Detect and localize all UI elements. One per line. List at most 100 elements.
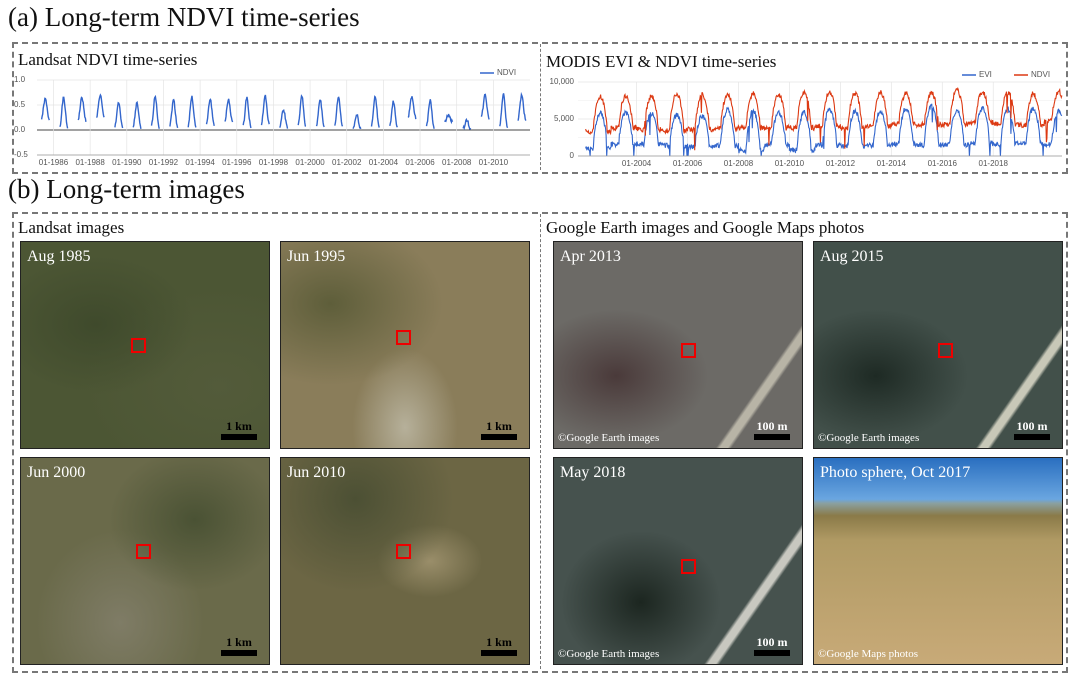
legend-label: EVI: [979, 70, 992, 79]
ndvi-segment: [187, 95, 197, 128]
legend-label: NDVI: [1031, 70, 1051, 79]
landsat-image-2010: Jun 2010 1 km: [280, 457, 530, 665]
site-marker: [131, 338, 146, 353]
google-earth-image-2018: May 2018 100 m ©Google Earth images: [553, 457, 803, 665]
scale-label: 1 km: [486, 419, 512, 433]
site-marker: [136, 544, 151, 559]
ndvi-segment: [77, 96, 87, 122]
google-earth-image-2015: Aug 2015 100 m ©Google Earth images: [813, 241, 1063, 449]
landsat-image-2000: Jun 2000 1 km: [20, 457, 270, 665]
x-tick-label: 01-1990: [112, 158, 142, 167]
x-tick-label: 01-2002: [332, 158, 362, 167]
y-tick-label: 0: [569, 151, 574, 160]
ndvi-segment: [279, 109, 289, 129]
x-tick-label: 01-2006: [672, 159, 703, 168]
scale-label: 1 km: [226, 419, 252, 433]
ndvi-series-line: [585, 86, 1063, 151]
image-credit: ©Google Maps photos: [818, 648, 919, 660]
x-tick-label: 01-2004: [621, 159, 652, 168]
image-credit: ©Google Earth images: [558, 432, 660, 444]
photo-sphere-image: Photo sphere, Oct 2017 ©Google Maps phot…: [813, 457, 1063, 665]
ndvi-segment: [407, 96, 417, 120]
scale-label: 1 km: [486, 635, 512, 649]
ndvi-segment: [132, 100, 142, 130]
x-tick-label: 01-1986: [38, 158, 69, 167]
ndvi-segment: [40, 97, 50, 121]
ndvi-segment: [425, 99, 435, 129]
scale-bar: 1 km: [221, 419, 257, 440]
site-marker: [681, 559, 696, 574]
site-marker: [938, 343, 953, 358]
x-tick-label: 01-2018: [978, 159, 1008, 168]
ndvi-segment: [95, 93, 105, 118]
ndvi-segment: [480, 93, 490, 120]
y-tick-label: 5,000: [553, 114, 574, 123]
ndvi-segment: [114, 101, 124, 129]
site-marker: [396, 544, 411, 559]
image-date: Aug 1985: [27, 248, 91, 265]
timeseries-frame: [12, 42, 1068, 174]
y-tick-label: 0.5: [14, 100, 26, 109]
scale-label: 100 m: [1016, 419, 1048, 433]
x-tick-label: 01-2008: [442, 158, 472, 167]
x-tick-label: 01-1998: [258, 158, 289, 167]
ndvi-segment: [334, 96, 344, 127]
landsat-images-title: Landsat images: [18, 218, 125, 237]
image-date: Apr 2013: [560, 248, 621, 265]
x-tick-label: 01-2016: [927, 159, 957, 168]
scale-bar: 100 m: [1014, 419, 1050, 440]
x-tick-label: 01-1992: [148, 158, 179, 167]
ndvi-segment: [462, 117, 472, 131]
image-credit: ©Google Earth images: [818, 432, 920, 444]
ndvi-segment: [499, 93, 509, 129]
section-b-title: (b) Long-term images: [8, 174, 245, 204]
section-a-title: (a) Long-term NDVI time-series: [8, 2, 360, 32]
image-date: May 2018: [560, 464, 626, 481]
image-date: Photo sphere, Oct 2017: [820, 464, 971, 481]
ndvi-segment: [169, 98, 179, 129]
scale-bar: 1 km: [221, 635, 257, 656]
ndvi-segment: [517, 91, 527, 121]
y-tick-label: -0.5: [14, 150, 28, 159]
x-tick-label: 01-1996: [222, 158, 252, 167]
image-date: Jun 1995: [287, 248, 346, 265]
x-tick-label: 01-1994: [185, 158, 215, 167]
ndvi-segment: [389, 100, 399, 128]
y-tick-label: 0.0: [14, 125, 26, 134]
site-marker: [681, 343, 696, 358]
scale-label: 100 m: [756, 419, 788, 433]
landsat-image-1985: Aug 1985 1 km: [20, 241, 270, 449]
x-tick-label: 01-2012: [825, 159, 856, 168]
image-date: Aug 2015: [820, 248, 884, 265]
evi-series-line: [585, 103, 1063, 157]
x-tick-label: 01-2010: [774, 159, 805, 168]
y-tick-label: 10,000: [549, 77, 574, 86]
divider: [540, 214, 541, 669]
ndvi-segment: [444, 113, 454, 125]
divider: [540, 44, 541, 170]
ndvi-segment: [260, 94, 270, 126]
ndvi-segment: [205, 98, 215, 127]
ndvi-segment: [150, 94, 160, 129]
image-credit: ©Google Earth images: [558, 648, 660, 660]
scale-bar: 100 m: [754, 419, 790, 440]
google-images-title: Google Earth images and Google Maps phot…: [546, 218, 865, 237]
x-tick-label: 01-2014: [876, 159, 906, 168]
y-tick-label: 1.0: [14, 75, 26, 84]
landsat-chart-title: Landsat NDVI time-series: [18, 50, 198, 69]
legend-label: NDVI: [497, 68, 517, 77]
scale-bar: 1 km: [481, 419, 517, 440]
site-marker: [396, 330, 411, 345]
google-earth-image-2013: Apr 2013 100 m ©Google Earth images: [553, 241, 803, 449]
ndvi-segment: [315, 99, 325, 128]
scale-label: 1 km: [226, 635, 252, 649]
modis-chart-title: MODIS EVI & NDVI time-series: [546, 52, 777, 71]
scale-bar: 1 km: [481, 635, 517, 656]
image-date: Jun 2010: [287, 464, 346, 481]
x-tick-label: 01-2006: [405, 158, 435, 167]
x-tick-label: 01-2000: [295, 158, 325, 167]
x-tick-label: 01-2004: [368, 158, 399, 167]
scale-bar: 100 m: [754, 635, 790, 656]
ndvi-segment: [370, 95, 380, 128]
ndvi-segment: [59, 96, 69, 129]
